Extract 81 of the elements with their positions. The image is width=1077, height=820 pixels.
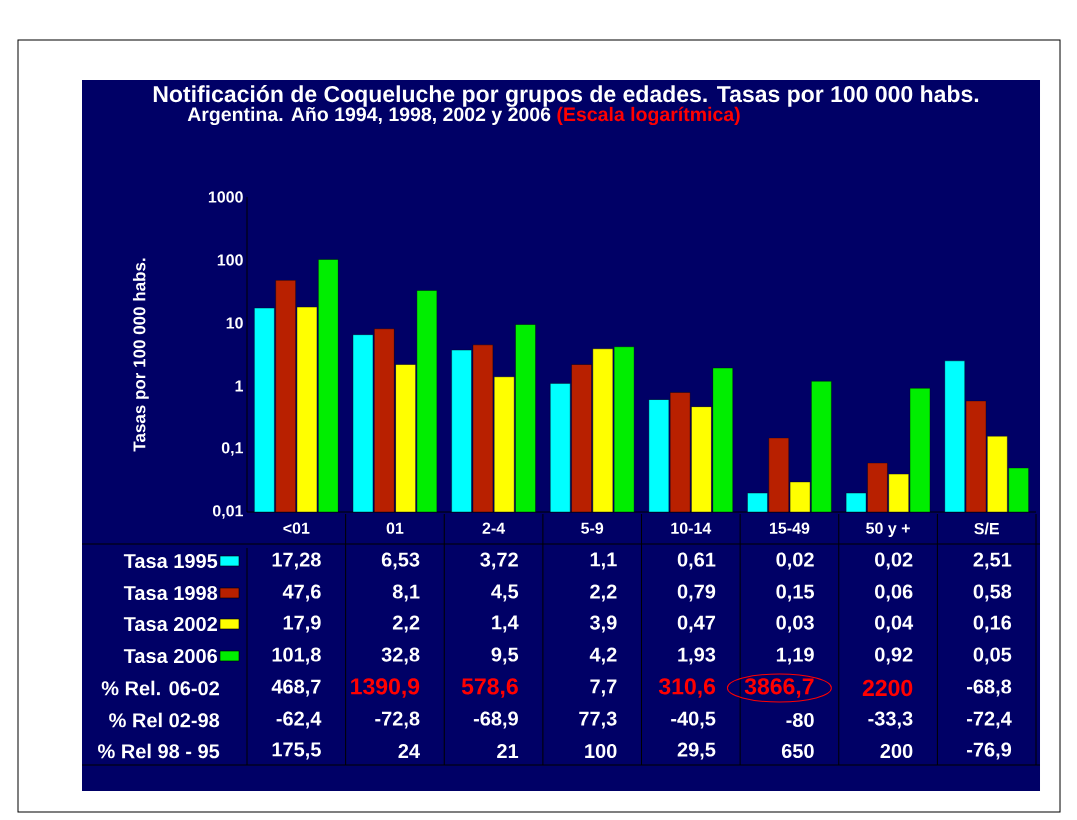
y-tick-label: 1 <box>235 380 244 392</box>
data-label: 0,06 <box>875 584 913 602</box>
data-label: 0,92 <box>875 647 913 665</box>
text: 2200 <box>862 679 913 697</box>
text: 7,7 <box>590 679 617 697</box>
x-tick-label: 15-49 <box>769 522 810 534</box>
data-label: 101,8 <box>272 647 321 665</box>
data-label: 2,2 <box>392 615 420 633</box>
text: 200 <box>880 743 913 759</box>
y-tick-label: 1000 <box>208 191 243 203</box>
text: 310,6 <box>658 678 716 698</box>
text: -72,8 <box>375 711 420 729</box>
data-label: 17,9 <box>283 615 321 633</box>
data-label: 1,4 <box>492 615 519 633</box>
text: -80 <box>786 712 814 728</box>
text: 468,7 <box>271 679 321 697</box>
text: -76,9 <box>967 742 1012 760</box>
data-label: 0,03 <box>776 615 814 633</box>
text: -40,5 <box>671 711 716 729</box>
data-label: 1,1 <box>590 552 617 570</box>
data-label: 0,61 <box>677 552 716 570</box>
y-tick-label: 0,01 <box>212 505 244 519</box>
text: 24 <box>398 744 420 758</box>
data-label: 0,58 <box>973 584 1012 602</box>
data-label: 47,6 <box>282 584 321 602</box>
legend-label: Tasa 1998 <box>123 585 218 601</box>
data-label: 0,16 <box>973 615 1012 633</box>
text: 175,5 <box>272 742 321 760</box>
text: 21 <box>497 744 519 758</box>
data-label: 8,1 <box>392 584 420 602</box>
data-label: 0,79 <box>677 584 716 602</box>
data-label: 3,9 <box>589 615 617 633</box>
text: 1390,9 <box>351 678 420 698</box>
x-tick-label: 50 y + <box>866 522 910 538</box>
text: -62,4 <box>276 711 322 729</box>
data-label: 0,47 <box>677 615 716 633</box>
x-tick-label: 10-14 <box>671 522 712 534</box>
text: -33,3 <box>868 711 913 729</box>
y-tick-label: 0,1 <box>221 442 244 456</box>
legend-label: Tasa 1995 <box>123 553 218 569</box>
text: % Rel 98 - 95 <box>98 743 220 759</box>
text: -72,4 <box>967 711 1012 729</box>
text: 3866,7 <box>744 678 814 698</box>
data-label: 0,02 <box>776 552 814 570</box>
text: 77,3 <box>579 711 617 729</box>
data-label: 6,53 <box>381 552 420 570</box>
text: 650 <box>781 743 814 759</box>
data-label: 2,2 <box>590 584 617 602</box>
data-label: 9,5 <box>491 647 519 665</box>
legend-label: Tasa 2002 <box>123 616 217 632</box>
text: -68,8 <box>967 679 1012 697</box>
text: % Rel 02-98 <box>109 712 220 728</box>
y-tick-label: 100 <box>217 254 243 266</box>
data-label: 0,02 <box>875 552 913 570</box>
data-label: 0,05 <box>973 647 1012 665</box>
y-tick-label: 10 <box>226 317 243 329</box>
y-axis-title: Tasas por 100 000 habs. <box>132 258 149 452</box>
text: 29,5 <box>677 742 716 760</box>
data-label: 3,72 <box>480 552 518 570</box>
x-tick-label: S/E <box>974 522 999 535</box>
data-label: 17,28 <box>272 552 321 570</box>
chart-title: Notificación de Coqueluche por grupos de edades. Tasas por 100 000 habs. <box>153 85 979 107</box>
x-tick-label: <01 <box>283 522 310 534</box>
legend-label: Tasa 2006 <box>123 648 218 664</box>
text: % Rel. 06-02 <box>101 680 219 696</box>
data-label: 0,15 <box>776 584 814 602</box>
text: (Escala logarítmica) <box>557 106 740 126</box>
data-label: 4,5 <box>491 584 519 602</box>
text: 100 <box>585 743 617 759</box>
data-label: 4,2 <box>589 647 617 665</box>
x-tick-label: 01 <box>386 522 404 534</box>
x-tick-label: 5-9 <box>581 522 604 534</box>
text: 578,6 <box>461 678 518 698</box>
data-label: 1,19 <box>776 647 814 665</box>
chart-subtitle: Argentina. Año 1994, 1998, 2002 y 2006 <box>187 106 551 126</box>
data-label: 32,8 <box>381 647 420 665</box>
data-label: 1,93 <box>678 647 716 665</box>
data-label: 0,04 <box>875 615 914 633</box>
text: -68,9 <box>473 711 518 729</box>
x-tick-label: 2-4 <box>482 522 506 534</box>
data-label: 2,51 <box>973 552 1012 570</box>
